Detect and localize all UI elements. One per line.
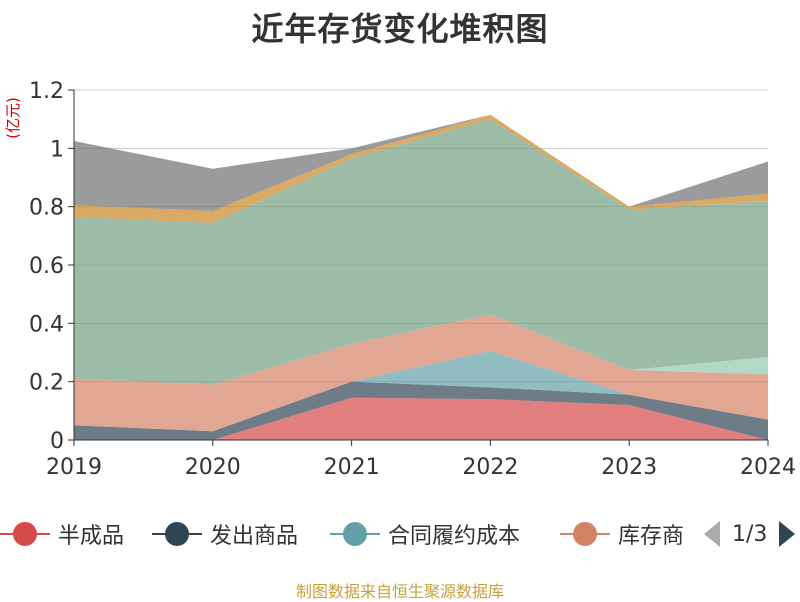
area-series-6 bbox=[74, 119, 768, 385]
area-series-1 bbox=[74, 397, 768, 440]
stacked-areas bbox=[74, 114, 768, 440]
legend-label: 库存商 bbox=[618, 524, 685, 549]
y-tick-label: 1.2 bbox=[29, 79, 64, 104]
x-tick-label: 2019 bbox=[46, 455, 102, 480]
y-tick-label: 0.8 bbox=[29, 196, 64, 221]
legend-label: 半成品 bbox=[58, 524, 125, 549]
legend-marker-icon bbox=[152, 522, 202, 546]
x-tick-label: 2023 bbox=[601, 455, 657, 480]
axis-labels: 0 0.2 0.4 0.6 0.8 1 1.2 2019 2020 2021 2022 2023 202… bbox=[4, 79, 796, 480]
legend-page-indicator: 1/3 bbox=[732, 521, 768, 547]
area-series-4 bbox=[74, 314, 768, 432]
x-tick-label: 2020 bbox=[185, 455, 241, 480]
y-tick-label: 0 bbox=[50, 429, 64, 454]
legend-item[interactable]: 库存商 bbox=[560, 514, 688, 554]
legend: 半成品 发出商品 合同履约成本 库存商 bbox=[0, 514, 800, 554]
area-series-8 bbox=[74, 114, 768, 212]
area-series-2 bbox=[74, 381, 768, 440]
legend-item[interactable]: 合同履约成本 bbox=[330, 514, 560, 554]
legend-next-page-button[interactable] bbox=[779, 521, 796, 547]
legend-item[interactable]: 发出商品 bbox=[152, 514, 330, 554]
chart-title: 近年存货变化堆积图 bbox=[251, 10, 549, 48]
y-tick-label: 0.4 bbox=[29, 312, 64, 337]
legend-label: 合同履约成本 bbox=[388, 524, 521, 549]
y-tick-label: 0.2 bbox=[29, 371, 64, 396]
data-source-note: 制图数据来自恒生聚源数据库 bbox=[295, 582, 504, 601]
y-tick-label: 1 bbox=[50, 137, 64, 162]
legend-item[interactable]: 半成品 bbox=[0, 514, 152, 554]
legend-marker-icon bbox=[330, 522, 380, 546]
legend-prev-page-button[interactable] bbox=[704, 521, 720, 547]
y-tick-label: 0.6 bbox=[29, 254, 64, 279]
legend-marker-icon bbox=[560, 522, 610, 546]
x-tick-label: 2022 bbox=[462, 455, 518, 480]
y-axis-unit-label: (亿元) bbox=[4, 97, 22, 139]
legend-label: 发出商品 bbox=[210, 524, 299, 549]
x-tick-label: 2024 bbox=[740, 455, 796, 480]
area-series-7 bbox=[74, 114, 768, 223]
legend-pager: 1/3 bbox=[700, 514, 800, 554]
x-tick-label: 2021 bbox=[324, 455, 380, 480]
axes bbox=[68, 89, 769, 446]
legend-marker-icon bbox=[0, 522, 50, 546]
area-series-3 bbox=[74, 351, 768, 432]
